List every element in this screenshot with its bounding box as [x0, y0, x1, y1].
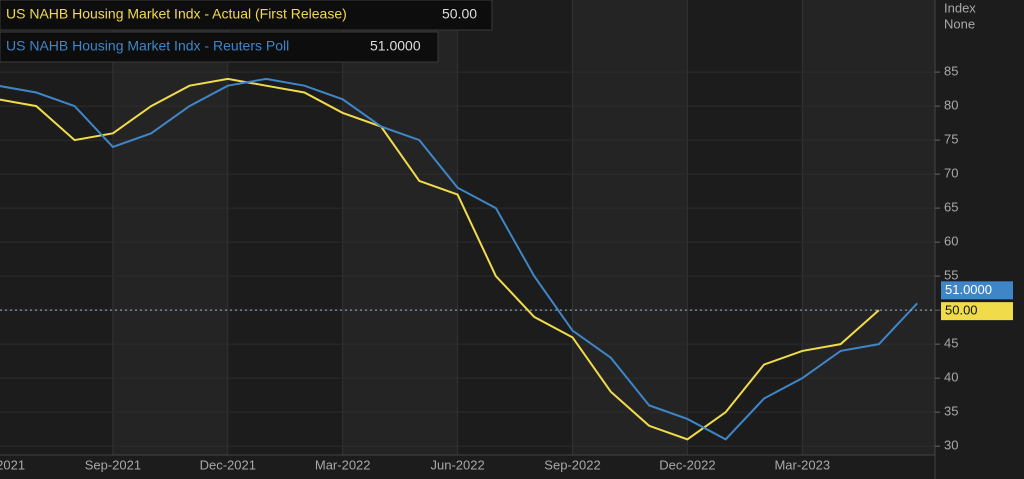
x-tick-label: Jun-2022 — [430, 457, 484, 472]
band — [342, 0, 458, 455]
x-tick-label: Dec-2021 — [200, 457, 256, 472]
axis-unit: Index — [944, 0, 976, 15]
y-tick-label: 40 — [944, 370, 958, 385]
y-tick-label: 30 — [944, 438, 958, 453]
y-tick-label: 75 — [944, 132, 958, 147]
value-badge-label: 51.0000 — [945, 282, 992, 297]
axis-currency: None — [944, 16, 975, 31]
band — [802, 0, 935, 455]
series-line — [0, 77, 918, 441]
x-tick-label: Sep-2022 — [544, 457, 600, 472]
plot-area — [0, 0, 935, 455]
legend-label: US NAHB Housing Market Indx - Actual (Fi… — [6, 6, 347, 22]
value-badge — [941, 281, 1013, 300]
legend-box — [0, 0, 493, 31]
y-tick-label: 70 — [944, 166, 958, 181]
value-badge — [941, 302, 1013, 321]
band — [572, 0, 688, 455]
value-badge-label: 50.00 — [945, 303, 978, 318]
legend-value: 50.00 — [442, 6, 477, 22]
x-tick-label: Mar-2023 — [774, 457, 830, 472]
x-tick-label: Sep-2021 — [85, 457, 141, 472]
x-tick-label: Mar-2022 — [315, 457, 371, 472]
series-line — [0, 77, 880, 441]
y-tick-label: 80 — [944, 98, 958, 113]
legend-box — [0, 31, 439, 63]
x-tick-label: Jun-2021 — [0, 457, 25, 472]
y-tick-label: 60 — [944, 234, 958, 249]
y-tick-label: 35 — [944, 404, 958, 419]
x-tick-label: Dec-2022 — [659, 457, 715, 472]
y-tick-label: 85 — [944, 64, 958, 79]
y-tick-label: 45 — [944, 336, 958, 351]
band — [112, 0, 228, 455]
legend-value: 51.0000 — [370, 38, 421, 54]
legend-label: US NAHB Housing Market Indx - Reuters Po… — [6, 38, 289, 54]
y-tick-label: 55 — [944, 268, 958, 283]
y-tick-label: 65 — [944, 200, 958, 215]
